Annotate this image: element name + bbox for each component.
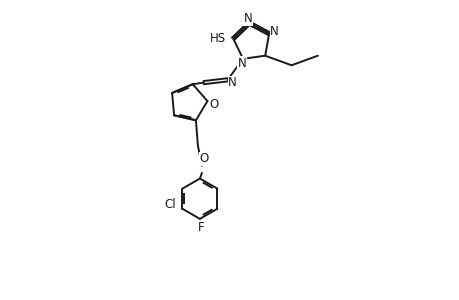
Text: HS: HS [209,32,225,45]
Text: N: N [237,57,246,70]
Text: Cl: Cl [164,198,176,211]
Text: N: N [269,25,278,38]
Text: N: N [228,76,236,89]
Text: O: O [199,152,208,165]
Text: N: N [243,12,252,25]
Text: F: F [197,221,204,234]
Text: O: O [209,98,218,111]
